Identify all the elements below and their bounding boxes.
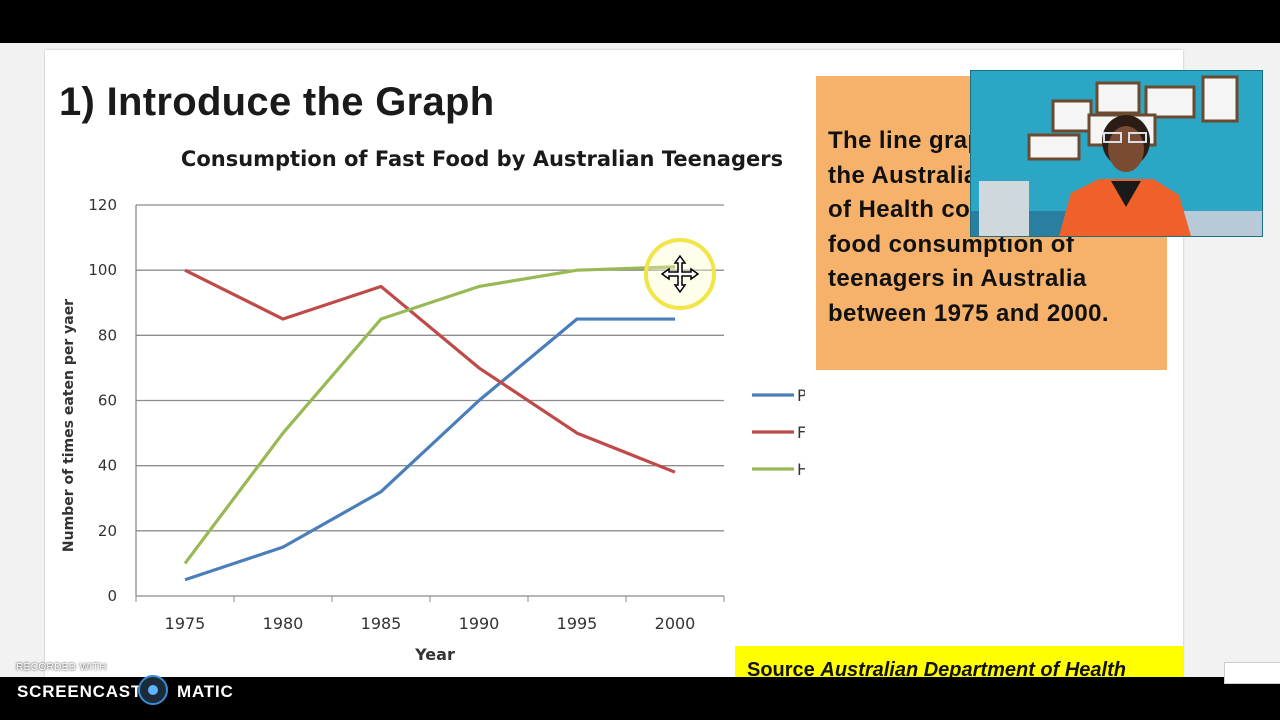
- series-line-fish-and-chips: [184, 268, 676, 474]
- webcam-overlay: [970, 70, 1263, 237]
- x-tick-label: 1990: [459, 614, 500, 633]
- source-name: Australian Department of Health: [820, 659, 1126, 677]
- y-tick-label: 40: [98, 457, 117, 475]
- source-banner: Source Australian Department of Health: [735, 646, 1183, 677]
- corner-control[interactable]: [1224, 662, 1280, 684]
- x-tick-label: 1995: [557, 614, 598, 633]
- chart-gridlines: [135, 204, 725, 602]
- top-letterbox-bar: [0, 0, 1280, 43]
- line-chart: Consumption of Fast Food by Australian T…: [61, 147, 805, 664]
- legend-label: Fish and Chips: [797, 423, 805, 442]
- legend-label: Hamburgers: [797, 460, 805, 479]
- chart-legend: Pizza Fish and Chips Hamburgers: [752, 386, 805, 479]
- series-line-hamburgers: [183, 265, 676, 565]
- source-text: Source Australian Department of Health: [747, 659, 1126, 677]
- recorder-logo-icon: [138, 675, 168, 705]
- x-axis-label: Year: [414, 645, 455, 664]
- x-tick-label: 1975: [165, 614, 206, 633]
- y-axis-ticks: 0 20 40 60 80 100 120: [88, 196, 117, 605]
- y-tick-label: 80: [98, 326, 117, 344]
- x-tick-label: 1980: [263, 614, 304, 633]
- recorder-brand-right: MATIC: [177, 682, 234, 701]
- webcam-presenter-image: [971, 71, 1262, 236]
- y-axis-label: Number of times eaten per yaer: [61, 299, 77, 552]
- x-tick-label: 1985: [361, 614, 402, 633]
- y-tick-label: 100: [88, 261, 117, 279]
- y-tick-label: 60: [98, 392, 117, 410]
- recorder-brand-left: SCREENCAST: [17, 682, 143, 701]
- x-axis-ticks: 1975 1980 1985 1990 1995 2000: [165, 614, 696, 633]
- chart-series: [183, 265, 676, 582]
- x-tick-label: 2000: [655, 614, 696, 633]
- source-label: Source: [747, 659, 815, 677]
- bottom-recorder-bar: [0, 677, 1280, 720]
- recorded-with-label: RECORDED WITH: [16, 662, 107, 673]
- legend-label: Pizza: [797, 386, 805, 405]
- chart-title: Consumption of Fast Food by Australian T…: [181, 147, 783, 171]
- y-tick-label: 120: [88, 196, 117, 214]
- y-tick-label: 0: [107, 587, 117, 605]
- y-tick-label: 20: [98, 522, 117, 540]
- cursor-highlight: [644, 238, 716, 310]
- series-line-pizza: [184, 317, 675, 582]
- move-cursor-icon: [660, 254, 700, 294]
- slide-title: 1) Introduce the Graph: [59, 80, 495, 124]
